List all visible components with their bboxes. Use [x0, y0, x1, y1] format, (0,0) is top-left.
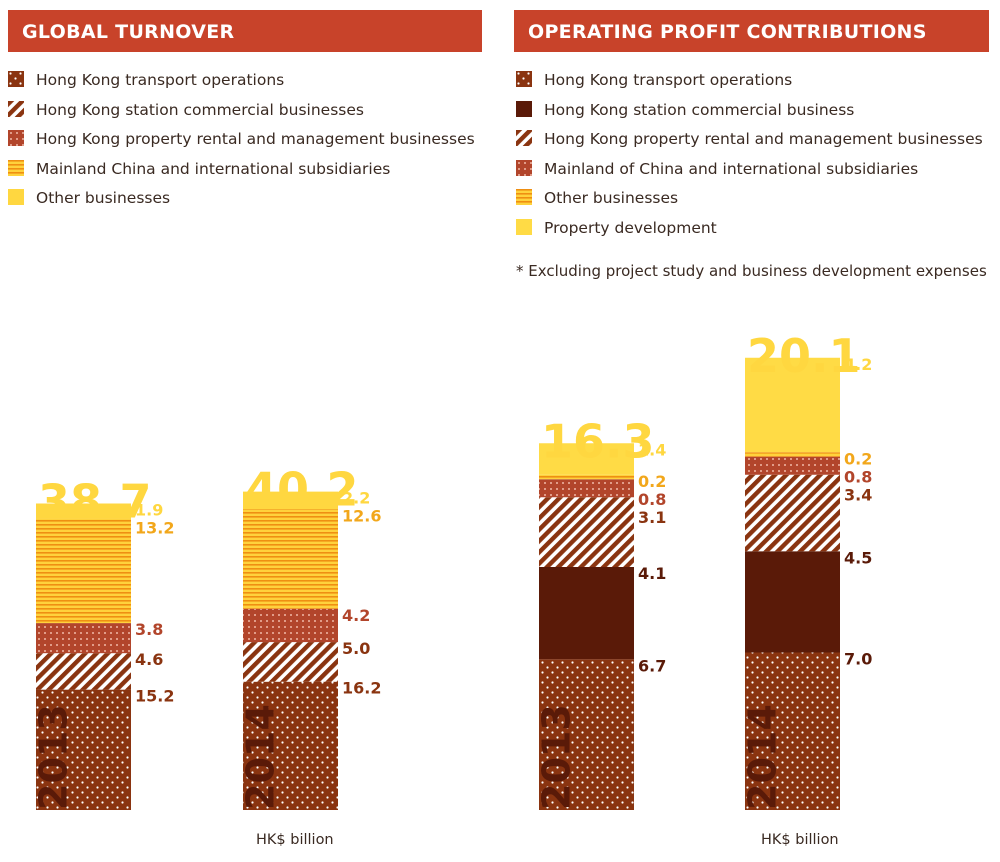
data-label: 4.6 — [135, 650, 163, 669]
bar-segment — [36, 518, 131, 624]
total-label: 38.7 — [38, 474, 152, 528]
legend-label: Hong Kong transport operations — [544, 71, 793, 89]
legend-swatch — [516, 159, 532, 176]
legend-label: Mainland China and international subsidi… — [36, 159, 391, 178]
data-label: 0.8 — [844, 467, 872, 486]
unit-label: HK$ billion — [256, 832, 334, 848]
bar-segment — [539, 567, 634, 660]
total-label: 16.3 — [541, 414, 655, 468]
bar-segment — [745, 474, 840, 552]
legend-label: Other businesses — [36, 189, 171, 207]
data-label: 13.2 — [135, 518, 174, 537]
bar-segment — [243, 681, 338, 810]
bar-segment — [539, 443, 634, 475]
global-turnover-panel: GLOBAL TURNOVER Hong Kong transport oper… — [8, 10, 482, 848]
legend-item: Hong Kong property rental and management… — [8, 127, 475, 157]
legend-item: Other businesses — [8, 186, 475, 216]
data-label: 7.0 — [844, 650, 872, 669]
global-turnover-chart: 15.24.63.813.21.938.7201316.25.04.212.62… — [32, 463, 381, 810]
legend-swatch — [516, 71, 532, 87]
legend-item: Hong Kong station commercial businesses — [8, 98, 475, 128]
data-label: 3.1 — [638, 508, 666, 527]
legend-label: Hong Kong property rental and management… — [544, 130, 983, 148]
legend-item: Hong Kong property rental and management… — [516, 127, 983, 157]
legend-swatch — [516, 218, 532, 235]
total-label: 20.1 — [747, 329, 861, 383]
legend-label: Mainland of China and international subs… — [544, 159, 919, 178]
operating-profit-header: OPERATING PROFIT CONTRIBUTIONS — [514, 10, 989, 52]
legend-item: Property development — [516, 216, 983, 246]
legend-label: Hong Kong station commercial businesses — [36, 100, 364, 119]
bar-segment — [745, 452, 840, 457]
data-label: 1.9 — [135, 500, 163, 519]
bar-segment — [539, 497, 634, 567]
operating-profit-panel: OPERATING PROFIT CONTRIBUTIONS Hong Kong… — [500, 0, 1000, 862]
data-label: 12.6 — [342, 507, 381, 526]
legend-item: Hong Kong station commercial business — [516, 98, 983, 128]
legend-swatch — [8, 130, 24, 146]
legend-swatch — [8, 71, 24, 87]
legend-label: Other businesses — [544, 189, 679, 207]
bar-segment — [539, 659, 634, 810]
data-label: 3.4 — [844, 485, 872, 504]
year-label: 2014 — [741, 704, 785, 810]
data-label: 4.2 — [342, 606, 370, 625]
operating-profit-legend: Hong Kong transport operations Hong Kong … — [516, 68, 983, 245]
bar-segment — [539, 479, 634, 498]
legend-item: Other businesses — [516, 186, 983, 216]
global-turnover-legend: Hong Kong transport operations Hong Kong … — [8, 68, 475, 216]
footnote: * Excluding project study and business d… — [516, 262, 987, 280]
bar-segment — [243, 608, 338, 643]
legend-swatch — [516, 130, 532, 146]
data-label: 2.2 — [342, 489, 370, 508]
total-label: 40.2 — [245, 463, 359, 517]
year-label: 2013 — [32, 704, 76, 810]
legend-item: Hong Kong transport operations — [516, 68, 983, 98]
data-label: 4.1 — [638, 564, 666, 583]
bar-segment — [243, 642, 338, 682]
bar-segment — [36, 689, 131, 810]
legend-item: Mainland of China and international subs… — [516, 157, 983, 187]
bar-segment — [36, 503, 131, 519]
bar-segment — [539, 474, 634, 480]
data-label: 0.8 — [638, 490, 666, 509]
legend-swatch — [8, 189, 24, 205]
data-label: 15.2 — [135, 687, 174, 706]
data-label: 5.0 — [342, 639, 370, 658]
global-turnover-header: GLOBAL TURNOVER — [8, 10, 482, 52]
data-label: 0.2 — [638, 472, 666, 491]
data-label: 4.5 — [844, 548, 872, 567]
data-label: 16.2 — [342, 679, 381, 698]
data-label: 1.4 — [638, 440, 666, 459]
data-label: 0.2 — [844, 449, 872, 468]
legend-swatch — [8, 100, 24, 117]
bar-segment — [745, 652, 840, 810]
unit-label: HK$ billion — [761, 832, 839, 848]
data-label: 6.7 — [638, 656, 666, 675]
bar-segment — [745, 456, 840, 475]
year-label: 2014 — [239, 704, 283, 810]
legend-swatch — [8, 159, 24, 176]
legend-item: Hong Kong transport operations — [8, 68, 475, 98]
data-label: 4.2 — [844, 355, 872, 374]
bar-segment — [243, 509, 338, 609]
legend-label: Hong Kong transport operations — [36, 71, 285, 89]
legend-item: Mainland China and international subsidi… — [8, 157, 475, 187]
legend-swatch — [516, 189, 532, 205]
bar-segment — [243, 491, 338, 510]
legend-label: Hong Kong station commercial business — [544, 100, 855, 119]
legend-label: Property development — [544, 218, 717, 237]
legend-label: Hong Kong property rental and management… — [36, 130, 475, 148]
bar-segment — [745, 551, 840, 653]
year-label: 2013 — [535, 704, 579, 810]
bar-segment — [36, 623, 131, 654]
legend-swatch — [516, 100, 532, 117]
bar-segment — [36, 653, 131, 690]
data-label: 3.8 — [135, 620, 163, 639]
operating-profit-chart: 6.74.13.10.80.21.416.320137.04.53.40.80.… — [535, 329, 872, 810]
bar-segment — [745, 357, 840, 453]
